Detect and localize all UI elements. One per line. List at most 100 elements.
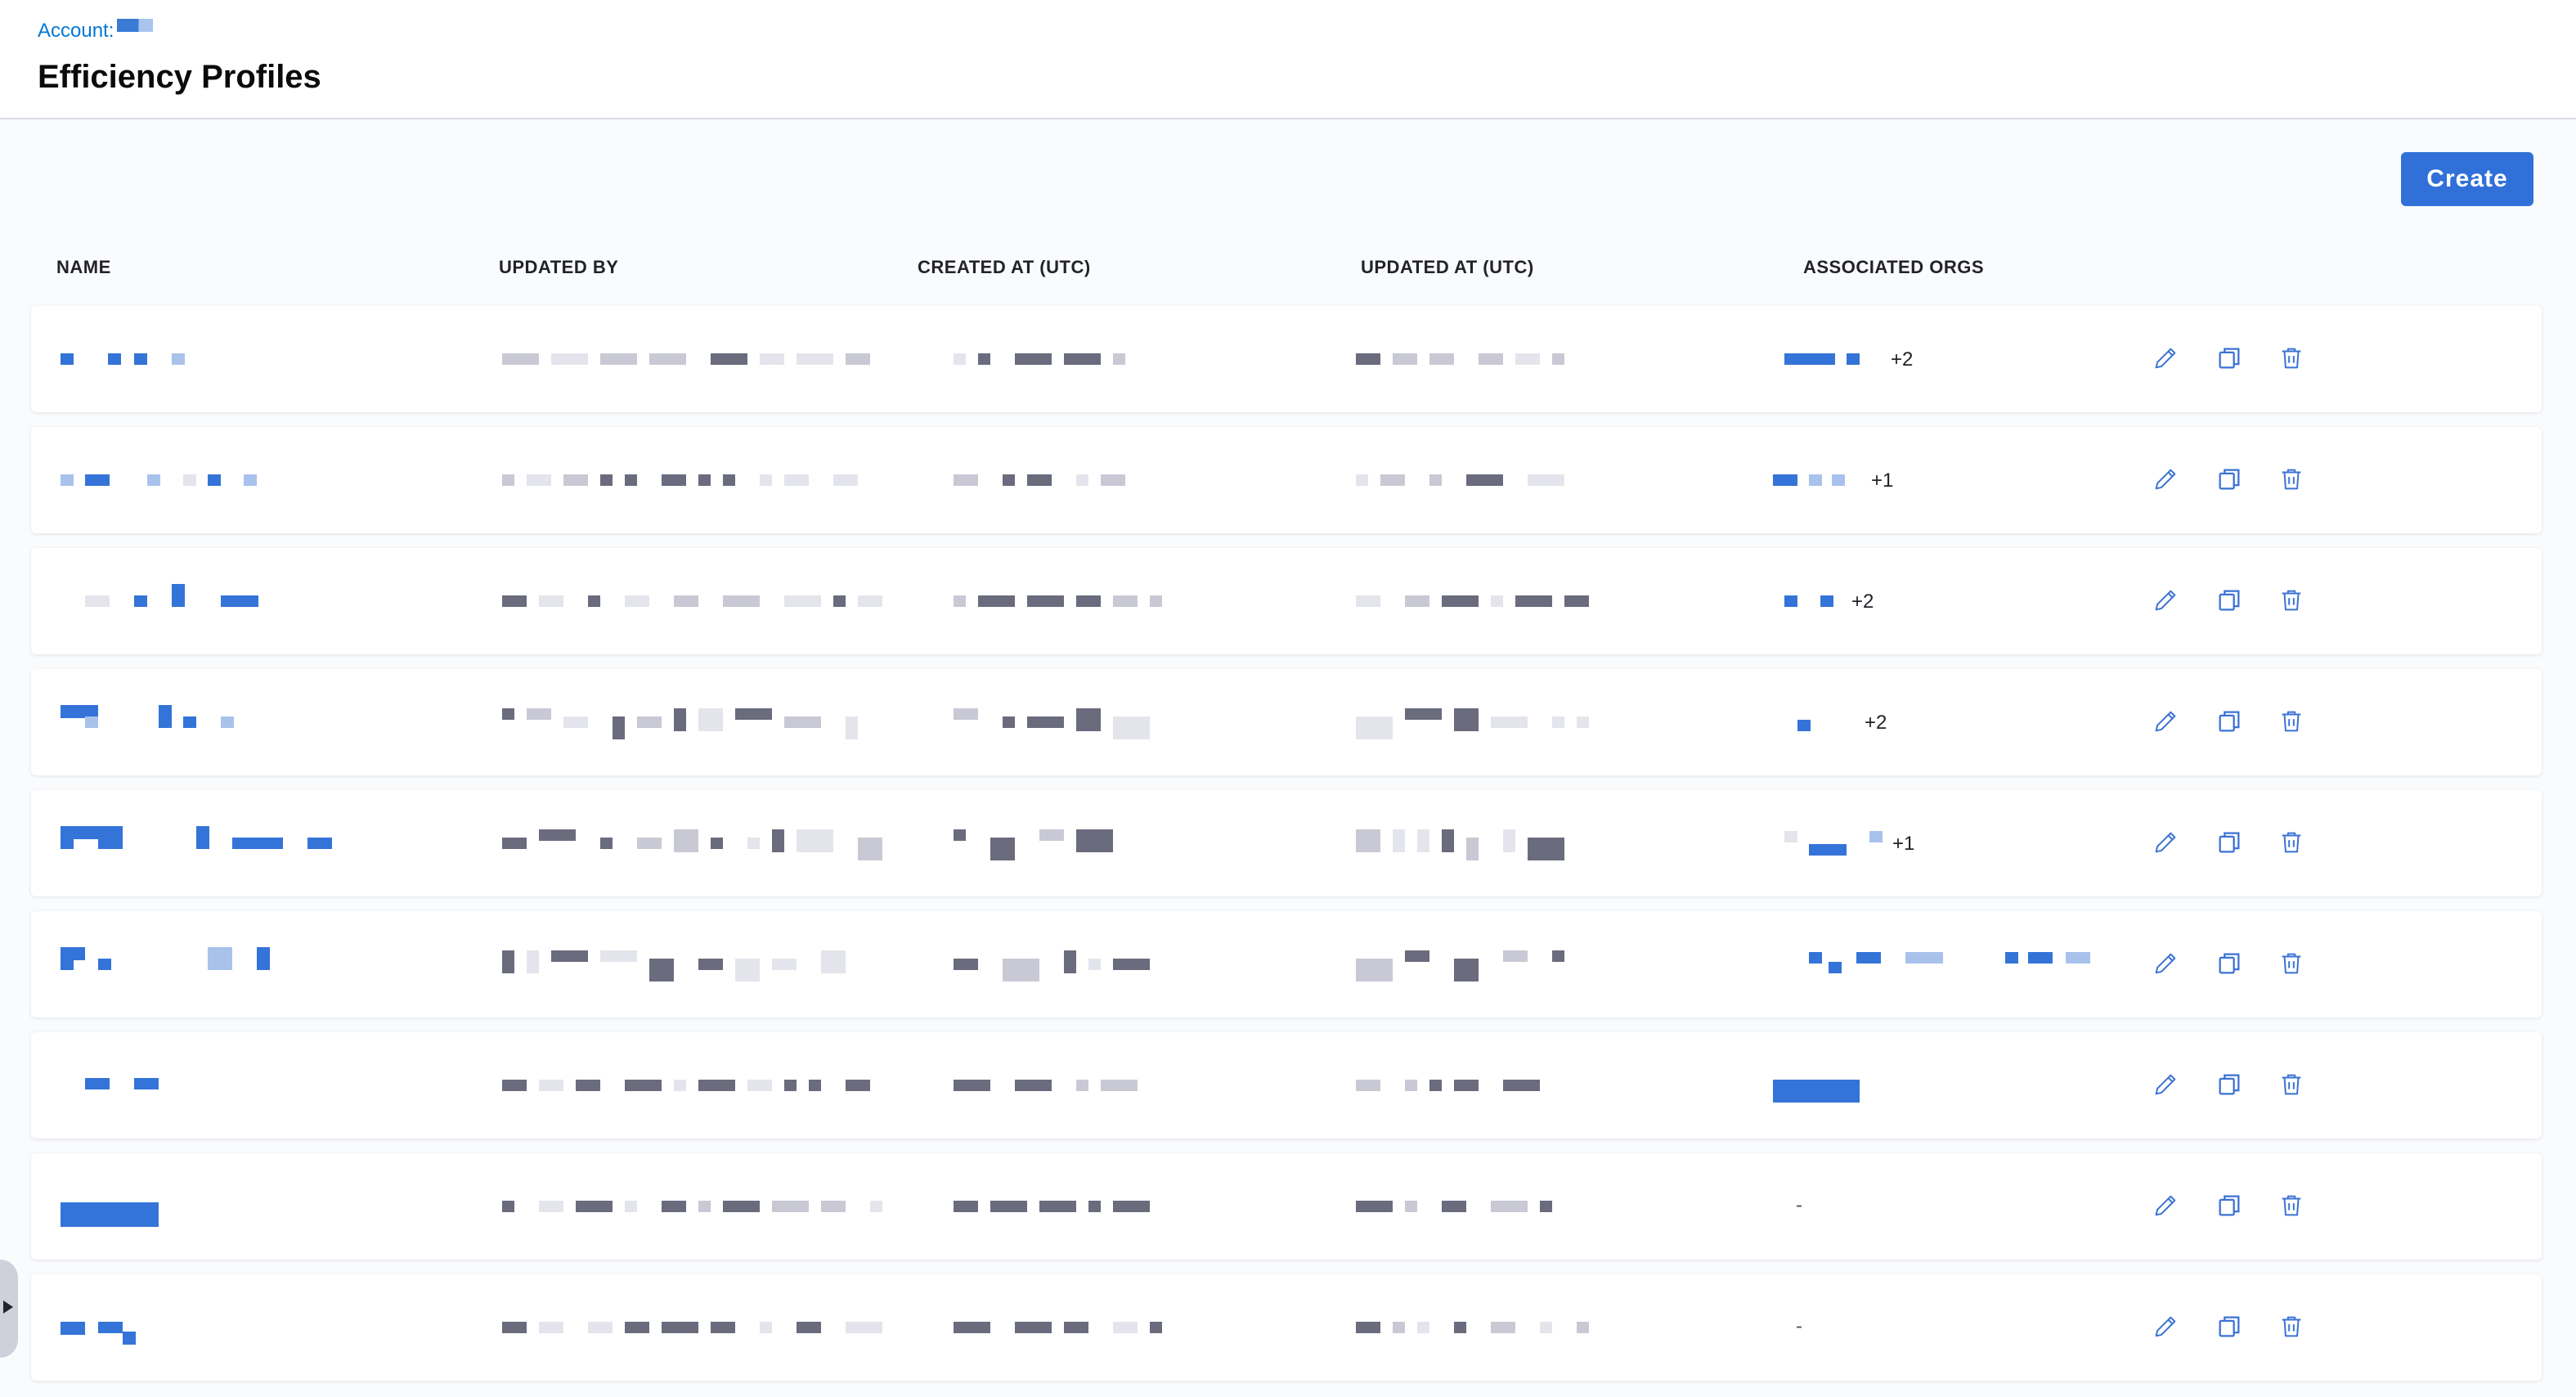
created-at-cell — [954, 1274, 1166, 1381]
redacted-text-block — [1491, 595, 1503, 607]
profile-name-link[interactable] — [31, 427, 473, 533]
redacted-text-block — [784, 474, 809, 486]
edit-button[interactable] — [2149, 1189, 2182, 1222]
redacted-text-block — [1540, 1201, 1552, 1212]
redacted-text-block — [1076, 1080, 1088, 1091]
redacted-text-block — [772, 829, 784, 852]
orgs-empty-dash: - — [1796, 1315, 1802, 1337]
clone-button[interactable] — [2213, 463, 2246, 496]
column-header-updated-at[interactable]: UPDATED AT (UTC) — [1361, 257, 1534, 277]
table-row[interactable]: +1 — [31, 790, 2542, 896]
edit-button[interactable] — [2149, 342, 2182, 375]
delete-button[interactable] — [2275, 342, 2308, 375]
pencil-icon — [2155, 832, 2176, 853]
delete-button[interactable] — [2275, 826, 2308, 859]
updated-at-cell — [1356, 1153, 1593, 1260]
redacted-text-block — [502, 474, 514, 486]
orgs-more-count[interactable]: +1 — [1871, 469, 1894, 492]
column-header-associated-orgs[interactable]: ASSOCIATED ORGS — [1803, 257, 1985, 277]
redacted-text-block — [1003, 474, 1015, 486]
clone-button[interactable] — [2213, 584, 2246, 617]
redacted-text-block — [735, 959, 760, 981]
orgs-more-count[interactable]: +2 — [1851, 591, 1874, 613]
delete-button[interactable] — [2275, 1068, 2308, 1101]
redacted-text-block — [954, 595, 966, 607]
profile-name-link[interactable] — [31, 1153, 473, 1260]
trash-icon — [2282, 711, 2301, 732]
redacted-text-block — [61, 705, 98, 718]
side-panel-toggle[interactable] — [0, 1260, 18, 1358]
redacted-text-block — [1442, 1201, 1466, 1212]
table-row[interactable]: - — [31, 1153, 2542, 1260]
redacted-text-block — [61, 838, 74, 849]
delete-button[interactable] — [2275, 584, 2308, 617]
redacted-text-block — [1429, 353, 1454, 365]
profile-name-link[interactable] — [31, 548, 473, 654]
redacted-text-block — [1076, 474, 1088, 486]
redacted-text-block — [1088, 1201, 1101, 1212]
trash-icon — [2282, 469, 2301, 490]
redacted-text-block — [551, 950, 588, 962]
edit-button[interactable] — [2149, 584, 2182, 617]
edit-button[interactable] — [2149, 463, 2182, 496]
clone-button[interactable] — [2213, 947, 2246, 980]
table-row[interactable] — [31, 911, 2542, 1017]
redacted-text-block — [698, 959, 723, 970]
clone-button[interactable] — [2213, 1189, 2246, 1222]
breadcrumb[interactable]: Account: — [38, 19, 154, 43]
redacted-text-block — [588, 1322, 613, 1333]
trash-icon — [2282, 1195, 2301, 1216]
profile-name-link[interactable] — [31, 911, 473, 1017]
table-row[interactable]: +1 — [31, 427, 2542, 533]
redacted-text-block — [588, 595, 600, 607]
redacted-text-block — [1015, 1080, 1052, 1091]
redacted-org-block — [1809, 952, 1822, 964]
redacted-text-block — [1515, 595, 1552, 607]
edit-button[interactable] — [2149, 947, 2182, 980]
profile-name-link[interactable] — [31, 790, 473, 896]
edit-button[interactable] — [2149, 705, 2182, 738]
profile-name-link[interactable] — [31, 1032, 473, 1139]
redacted-text-block — [711, 838, 723, 849]
delete-button[interactable] — [2275, 705, 2308, 738]
edit-button[interactable] — [2149, 1068, 2182, 1101]
orgs-more-count[interactable]: +1 — [1892, 833, 1915, 855]
edit-button[interactable] — [2149, 1310, 2182, 1343]
redacted-text-block — [760, 353, 784, 365]
create-button[interactable]: Create — [2401, 152, 2533, 206]
table-row[interactable]: +2 — [31, 548, 2542, 654]
created-at-cell — [954, 427, 1166, 533]
orgs-more-count[interactable]: +2 — [1891, 348, 1914, 371]
redacted-text-block — [1113, 1201, 1150, 1212]
delete-button[interactable] — [2275, 947, 2308, 980]
profile-name-link[interactable] — [31, 669, 473, 775]
clone-button[interactable] — [2213, 705, 2246, 738]
clone-button[interactable] — [2213, 826, 2246, 859]
copy-icon — [2219, 1316, 2240, 1337]
orgs-more-count[interactable]: +2 — [1865, 712, 1887, 734]
profile-name-link[interactable] — [31, 1274, 473, 1381]
table-row[interactable] — [31, 1032, 2542, 1139]
copy-icon — [2219, 348, 2240, 369]
breadcrumb-account-label[interactable]: Account: — [38, 20, 114, 42]
delete-button[interactable] — [2275, 1189, 2308, 1222]
clone-button[interactable] — [2213, 342, 2246, 375]
edit-button[interactable] — [2149, 826, 2182, 859]
column-header-updated-by[interactable]: UPDATED BY — [499, 257, 619, 277]
redacted-text-block — [257, 947, 270, 970]
redacted-text-block — [183, 716, 196, 728]
redacted-text-block — [502, 1080, 527, 1091]
column-header-name[interactable]: NAME — [56, 257, 111, 277]
delete-button[interactable] — [2275, 1310, 2308, 1343]
redacted-text-block — [797, 353, 833, 365]
column-header-created-at[interactable]: CREATED AT (UTC) — [918, 257, 1091, 277]
table-row[interactable]: +2 — [31, 669, 2542, 775]
clone-button[interactable] — [2213, 1068, 2246, 1101]
table-row[interactable]: - — [31, 1274, 2542, 1381]
clone-button[interactable] — [2213, 1310, 2246, 1343]
table-row[interactable]: +2 — [31, 306, 2542, 412]
delete-button[interactable] — [2275, 463, 2308, 496]
updated-by-cell — [502, 1153, 886, 1260]
redacted-text-block — [98, 1322, 123, 1333]
profile-name-link[interactable] — [31, 306, 473, 412]
